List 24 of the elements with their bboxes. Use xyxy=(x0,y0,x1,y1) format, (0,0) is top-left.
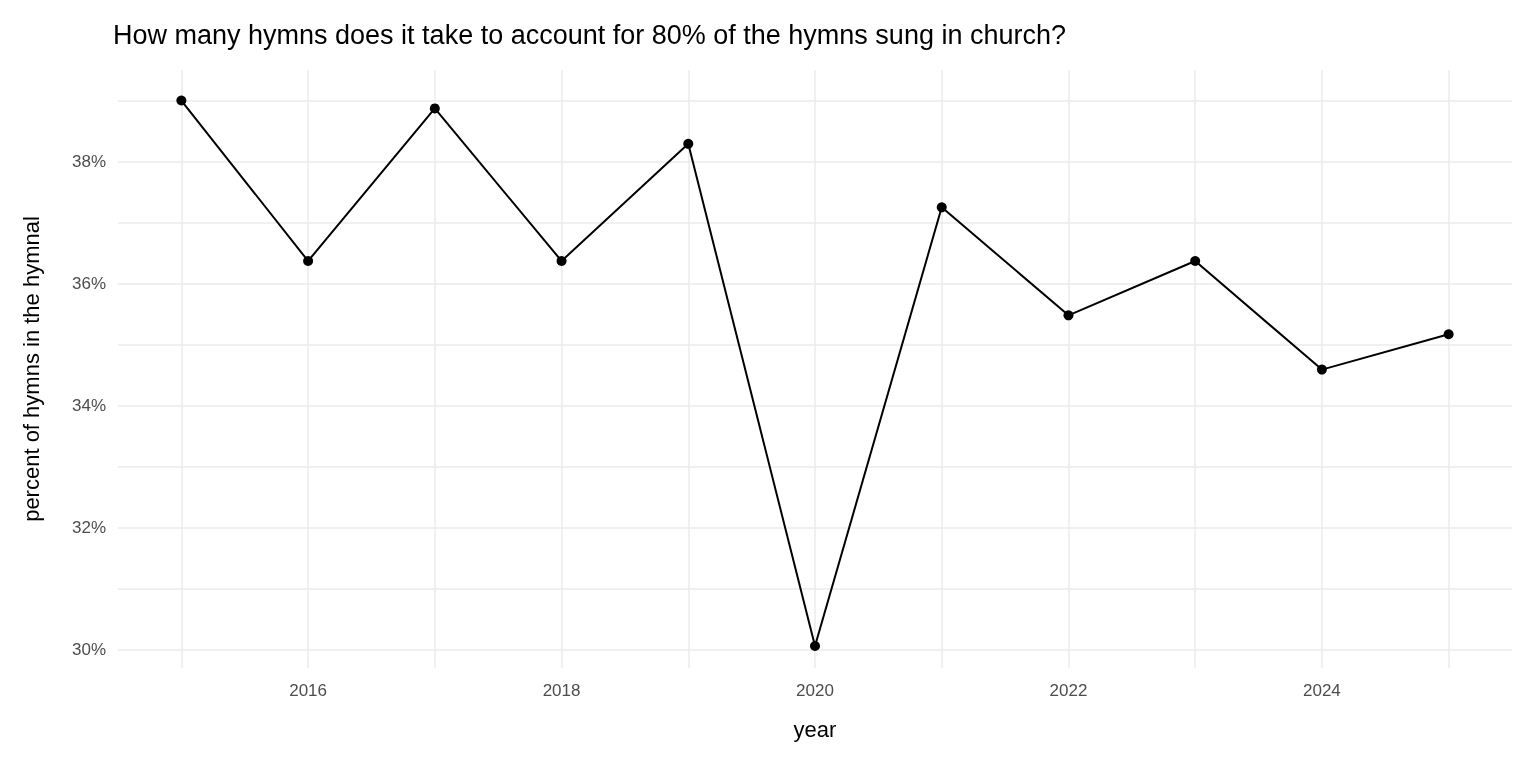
y-tick-label: 36% xyxy=(71,274,106,294)
y-tick-label: 34% xyxy=(71,396,106,416)
x-tick-label: 2020 xyxy=(796,681,834,700)
point xyxy=(1443,329,1454,340)
point xyxy=(1063,310,1074,321)
chart-title: How many hymns does it take to account for 80% of the hymns sung in church? xyxy=(113,19,1066,50)
point xyxy=(1316,364,1327,375)
point xyxy=(556,256,567,266)
y-tick-label: 30% xyxy=(71,640,106,660)
y-axis-title: percent of hymns in the hymnal xyxy=(18,216,44,522)
point xyxy=(303,256,314,266)
x-tick-label: 2016 xyxy=(289,681,327,700)
y-tick-label: 32% xyxy=(71,518,106,538)
y-tick-label: 38% xyxy=(71,152,106,172)
point xyxy=(936,202,947,213)
x-tick-label: 2022 xyxy=(1049,681,1088,700)
x-tick-label: 2018 xyxy=(542,681,581,700)
point xyxy=(683,138,694,149)
x-tick-label: 2024 xyxy=(1302,681,1341,700)
point xyxy=(429,103,440,114)
point xyxy=(810,641,820,652)
point xyxy=(176,95,187,106)
x-axis-title: year xyxy=(793,716,837,742)
point xyxy=(1190,256,1201,266)
